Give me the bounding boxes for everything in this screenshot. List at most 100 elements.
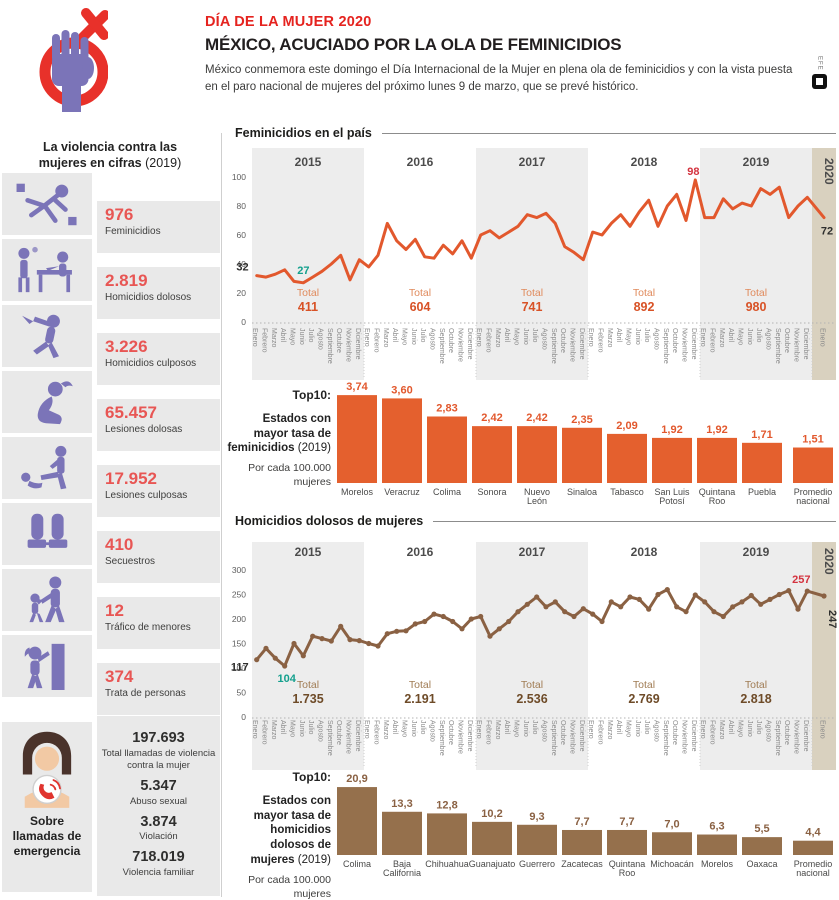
data-point xyxy=(655,591,661,598)
total-value: 2.191 xyxy=(404,692,435,706)
month-label: Marzo xyxy=(494,720,501,740)
month-label: Marzo xyxy=(494,328,501,348)
month-label: Abril xyxy=(391,720,398,734)
stat-value: 65.457 xyxy=(105,403,157,422)
bar-category-label: nacional xyxy=(796,496,830,506)
data-point xyxy=(711,609,717,615)
data-point xyxy=(552,599,558,605)
bar xyxy=(337,787,377,855)
stat-label: Feminicidios xyxy=(105,225,161,237)
bar1-year-label: (2019) xyxy=(297,442,331,455)
month-label: Julio xyxy=(419,720,426,735)
y-tick-label: 20 xyxy=(237,288,247,298)
chart2-title: Homicidios dolosos de mujeres xyxy=(235,514,424,528)
bar-value-label: 2,83 xyxy=(436,402,457,414)
bar xyxy=(472,426,512,483)
month-label: Septiembre xyxy=(662,328,669,364)
total-value: 741 xyxy=(522,300,543,314)
month-label: Febrero xyxy=(261,720,268,745)
data-point xyxy=(450,618,456,625)
data-point xyxy=(431,611,437,617)
bar-category-label: Guerrero xyxy=(519,859,555,869)
year-band xyxy=(252,542,364,770)
month-label: Julio xyxy=(755,328,762,343)
stat-row: 17.952 Lesiones culposas xyxy=(97,465,220,517)
data-point xyxy=(618,604,624,610)
total-label: Total xyxy=(521,679,543,691)
month-label: Noviembre xyxy=(457,328,464,362)
month-label: Septiembre xyxy=(326,720,333,756)
data-point xyxy=(739,599,745,605)
month-label: Abril xyxy=(391,328,398,342)
section-header-homicidios: Homicidios dolosos de mujeres xyxy=(235,514,836,528)
month-label: Octubre xyxy=(671,328,678,353)
chart1-title: Feminicidios en el país xyxy=(235,126,372,140)
month-label: Marzo xyxy=(382,328,389,348)
month-label: Diciembre xyxy=(466,720,473,752)
bar-category-label: Potosí xyxy=(659,496,685,506)
data-point xyxy=(468,616,474,622)
sidebar-title-line2: mujeres en cifras xyxy=(38,156,142,171)
bar xyxy=(427,416,467,483)
month-label: Abril xyxy=(727,720,734,734)
bar-value-label: 10,2 xyxy=(481,808,502,820)
month-label: Agosto xyxy=(541,328,548,350)
annotation: 247 xyxy=(826,610,838,628)
month-label: Febrero xyxy=(373,328,380,353)
month-label: Agosto xyxy=(317,720,324,742)
month-label: Enero xyxy=(699,720,706,739)
year-band xyxy=(588,148,700,380)
data-point xyxy=(478,613,484,620)
data-point xyxy=(599,618,605,625)
month-label: Septiembre xyxy=(550,328,557,364)
stat-label: Tráfico de menores xyxy=(105,621,191,633)
data-point xyxy=(440,613,446,620)
month-label: Diciembre xyxy=(802,720,809,752)
bar-category-label: San Luis xyxy=(654,487,690,497)
month-label: Agosto xyxy=(429,328,436,350)
year-label: 2016 xyxy=(407,545,434,559)
data-point xyxy=(412,621,418,627)
month-label: Octubre xyxy=(447,720,454,745)
data-point xyxy=(263,645,269,651)
bar-category-label: Nuevo xyxy=(524,487,550,497)
injured-woman-icon xyxy=(2,371,92,433)
month-label: Septiembre xyxy=(662,720,669,756)
bar-category-label: León xyxy=(527,496,547,506)
data-point xyxy=(562,609,568,615)
annotation: 117 xyxy=(231,662,249,674)
month-label: Octubre xyxy=(671,720,678,745)
bar-category-label: Veracruz xyxy=(384,487,420,497)
stat-row: 3.226 Homicidios culposos xyxy=(97,333,220,385)
police-report-icon xyxy=(2,239,92,301)
data-point xyxy=(310,633,316,639)
month-label: Noviembre xyxy=(793,328,800,362)
data-point xyxy=(394,628,400,634)
attacker-knife-icon xyxy=(2,305,92,367)
data-point xyxy=(804,588,810,594)
total-label: Total xyxy=(745,287,767,299)
month-label: Enero xyxy=(475,328,482,347)
data-point xyxy=(664,587,670,593)
y-tick-label: 200 xyxy=(232,614,246,624)
month-label: Agosto xyxy=(653,328,660,350)
month-label: Mayo xyxy=(737,720,744,737)
bar-category-label: Puebla xyxy=(748,487,776,497)
data-point xyxy=(730,604,736,610)
bar-value-label: 6,3 xyxy=(709,821,724,833)
month-label: Octubre xyxy=(335,328,342,353)
bar2-top10-label: Top10: xyxy=(292,770,331,784)
emergency-calls-block: Sobre llamadas de emergencia xyxy=(2,722,92,892)
year-label: 2019 xyxy=(743,155,770,169)
total-value: 980 xyxy=(746,300,767,314)
month-label: Julio xyxy=(643,328,650,343)
data-point xyxy=(319,636,325,642)
month-label: Noviembre xyxy=(569,328,576,362)
month-label: Julio xyxy=(531,328,538,343)
data-point xyxy=(795,606,801,612)
bar-value-label: 7,7 xyxy=(574,816,589,828)
month-label: Febrero xyxy=(485,328,492,353)
crime-scene-body-icon xyxy=(2,173,92,235)
month-label: Junio xyxy=(522,720,529,737)
